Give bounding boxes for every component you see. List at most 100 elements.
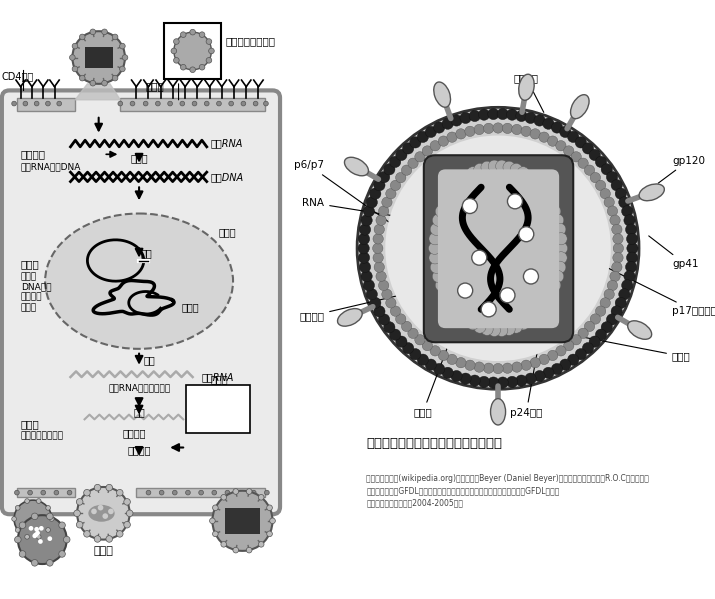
- Circle shape: [460, 112, 471, 123]
- Circle shape: [122, 55, 128, 60]
- Text: 病毒重建: 病毒重建: [127, 445, 151, 455]
- Circle shape: [548, 205, 561, 217]
- Circle shape: [19, 550, 26, 557]
- Text: 雙鏈DNA: 雙鏈DNA: [210, 172, 244, 182]
- Circle shape: [57, 101, 61, 106]
- Text: 轉錄: 轉錄: [144, 355, 156, 365]
- FancyBboxPatch shape: [438, 170, 559, 328]
- Circle shape: [429, 252, 441, 264]
- Circle shape: [621, 280, 633, 291]
- Circle shape: [530, 358, 541, 368]
- Circle shape: [415, 335, 425, 345]
- Circle shape: [600, 298, 611, 308]
- Circle shape: [447, 132, 457, 143]
- Circle shape: [615, 297, 626, 308]
- Circle shape: [454, 176, 466, 189]
- Circle shape: [180, 65, 186, 70]
- Circle shape: [523, 313, 536, 326]
- Circle shape: [98, 505, 104, 510]
- Circle shape: [384, 322, 395, 333]
- Circle shape: [267, 505, 272, 510]
- Text: 染色體: 染色體: [182, 302, 199, 313]
- Circle shape: [454, 308, 466, 320]
- Circle shape: [435, 205, 448, 217]
- Circle shape: [516, 110, 527, 122]
- Circle shape: [370, 297, 381, 308]
- Text: 病毒RNA從細胞核運出: 病毒RNA從細胞核運出: [108, 384, 170, 393]
- Circle shape: [54, 490, 59, 495]
- Circle shape: [433, 214, 445, 226]
- Circle shape: [458, 283, 473, 298]
- Circle shape: [560, 126, 571, 138]
- Circle shape: [571, 335, 581, 345]
- Circle shape: [478, 109, 490, 120]
- Circle shape: [374, 262, 385, 273]
- Circle shape: [530, 129, 541, 139]
- Circle shape: [428, 242, 440, 255]
- Circle shape: [512, 125, 522, 135]
- Circle shape: [79, 75, 85, 81]
- Circle shape: [102, 513, 108, 519]
- Circle shape: [361, 271, 373, 282]
- Circle shape: [506, 109, 518, 120]
- Circle shape: [610, 271, 620, 282]
- Circle shape: [539, 354, 549, 365]
- Circle shape: [448, 182, 460, 195]
- Circle shape: [626, 224, 637, 235]
- Circle shape: [439, 197, 451, 209]
- Circle shape: [495, 324, 508, 337]
- Circle shape: [360, 224, 370, 235]
- Circle shape: [460, 313, 473, 326]
- Text: 整合: 整合: [141, 248, 152, 258]
- Circle shape: [382, 289, 392, 300]
- Circle shape: [429, 232, 441, 245]
- Circle shape: [14, 500, 51, 538]
- Circle shape: [72, 66, 78, 72]
- Circle shape: [506, 376, 518, 388]
- Circle shape: [523, 269, 538, 284]
- Circle shape: [541, 295, 553, 307]
- Circle shape: [35, 531, 40, 536]
- Circle shape: [34, 101, 39, 106]
- Circle shape: [46, 528, 51, 533]
- Text: gp120: gp120: [659, 156, 705, 183]
- Circle shape: [267, 531, 272, 537]
- Circle shape: [534, 370, 546, 382]
- Circle shape: [189, 29, 195, 35]
- Circle shape: [521, 360, 531, 370]
- Circle shape: [600, 189, 611, 199]
- Circle shape: [180, 101, 184, 106]
- Circle shape: [233, 547, 239, 553]
- Circle shape: [189, 67, 195, 72]
- Circle shape: [253, 101, 258, 106]
- Circle shape: [465, 126, 475, 137]
- Circle shape: [106, 485, 112, 491]
- Circle shape: [146, 490, 151, 495]
- Circle shape: [31, 513, 38, 520]
- Circle shape: [373, 243, 383, 253]
- Circle shape: [604, 197, 614, 207]
- Circle shape: [430, 223, 443, 235]
- Circle shape: [130, 101, 135, 106]
- Circle shape: [159, 490, 164, 495]
- Circle shape: [613, 253, 623, 263]
- Circle shape: [247, 547, 252, 553]
- Circle shape: [225, 490, 230, 495]
- FancyBboxPatch shape: [84, 47, 113, 68]
- Circle shape: [478, 376, 490, 388]
- Circle shape: [212, 490, 217, 495]
- Circle shape: [610, 215, 620, 225]
- Text: 細胞質: 細胞質: [210, 374, 228, 384]
- Circle shape: [373, 253, 383, 263]
- Circle shape: [358, 233, 370, 244]
- Circle shape: [408, 158, 418, 168]
- Circle shape: [46, 506, 51, 510]
- Circle shape: [624, 214, 635, 226]
- Circle shape: [117, 489, 123, 496]
- Circle shape: [67, 490, 72, 495]
- Circle shape: [596, 306, 606, 316]
- Circle shape: [390, 180, 400, 190]
- Circle shape: [395, 314, 406, 324]
- Circle shape: [443, 295, 455, 307]
- Circle shape: [430, 346, 440, 356]
